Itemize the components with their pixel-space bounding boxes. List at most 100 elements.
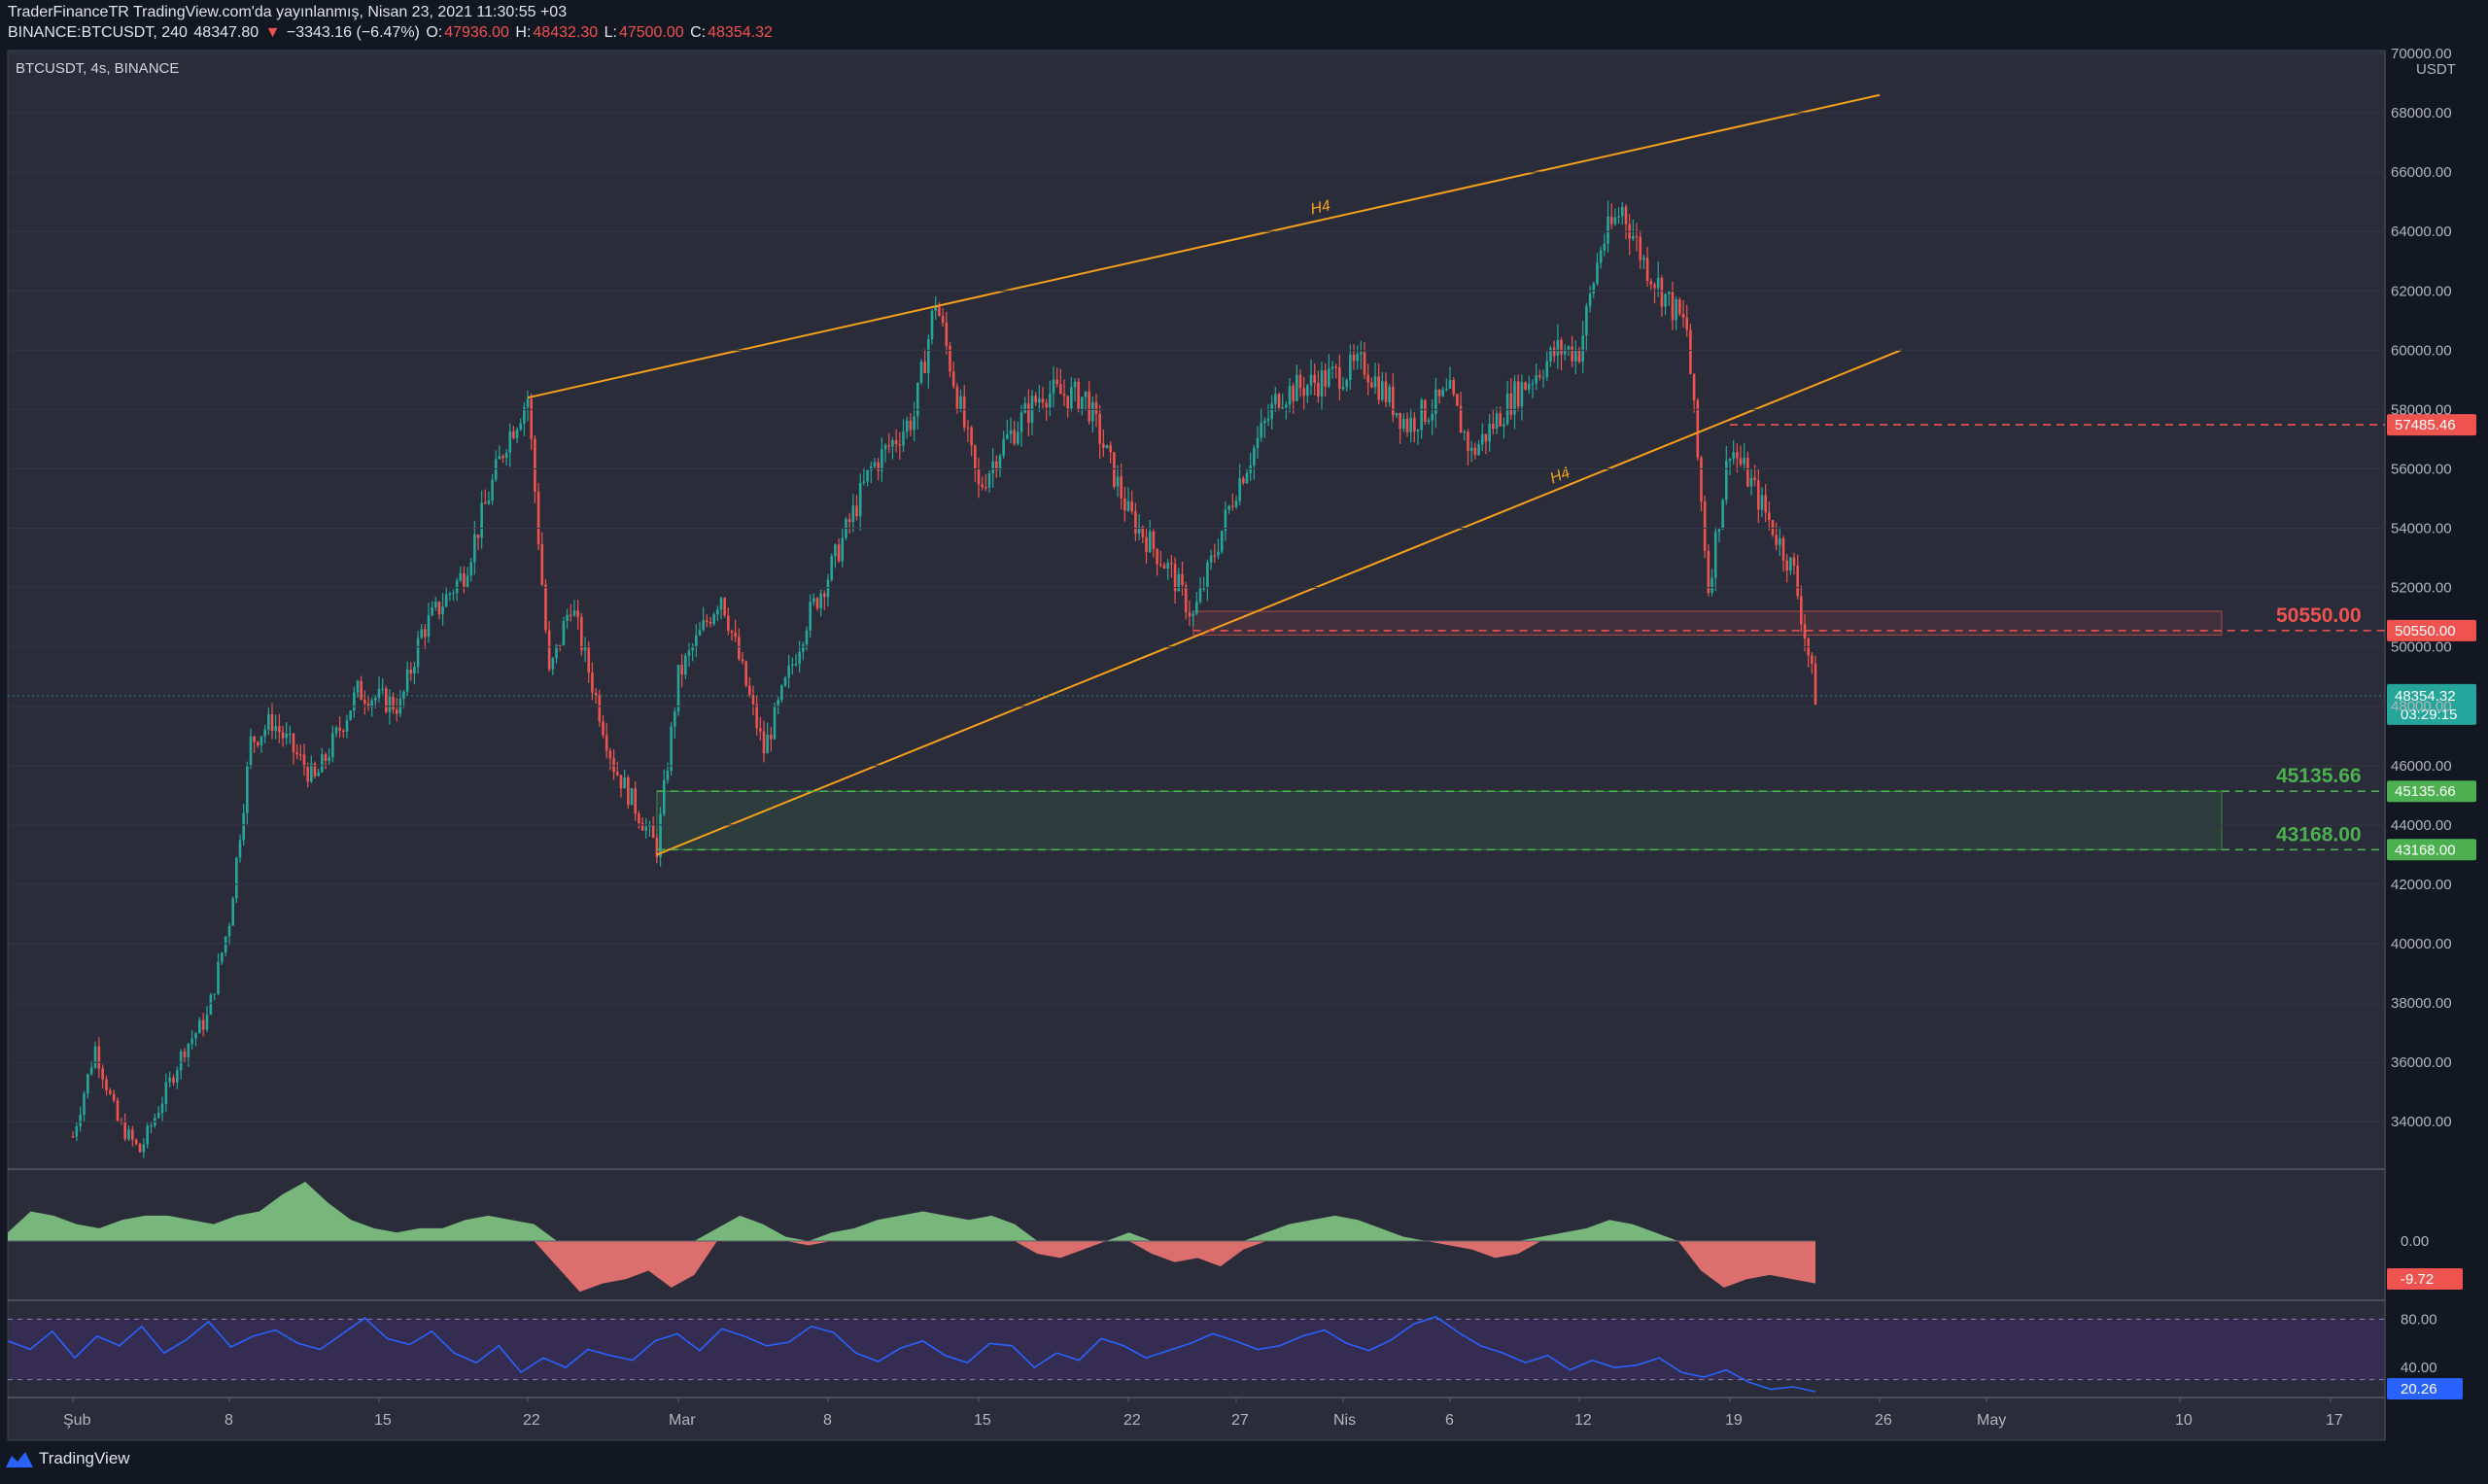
candle-body — [536, 491, 540, 544]
y-tick-label: 42000.00 — [2391, 877, 2452, 893]
candle-body — [302, 754, 306, 768]
candle-body — [1743, 458, 1745, 465]
candle-body — [176, 1070, 179, 1083]
candle-body — [706, 620, 708, 623]
oscillator-tick: 0.00 — [2401, 1233, 2429, 1250]
candle-body — [1373, 376, 1377, 388]
candle-body — [602, 721, 605, 736]
candle-body — [270, 713, 274, 731]
candle-body — [274, 726, 277, 731]
date-tick-label: 6 — [1445, 1412, 1454, 1429]
candle-body — [1352, 354, 1356, 362]
candle-body — [1484, 433, 1488, 442]
candle-body — [837, 544, 841, 562]
candle-body — [670, 726, 673, 771]
date-tick-label: Şub — [63, 1412, 91, 1429]
candle-body — [1467, 431, 1469, 452]
candle-body — [1366, 374, 1369, 383]
candle-body — [1480, 433, 1484, 445]
candle-body — [1170, 563, 1173, 565]
candle-body — [909, 420, 913, 431]
price-chart[interactable]: H4 H4 57485.46 50550.00 50550.00 45135.66 4513… — [0, 47, 2488, 1445]
candle-body — [913, 416, 916, 431]
candle-body — [1516, 381, 1520, 407]
trendline — [656, 349, 1902, 856]
candle-body — [238, 840, 242, 858]
last-price-badge — [2387, 683, 2476, 725]
candle-body — [1667, 292, 1671, 294]
oscillator-positive-area — [8, 1182, 1815, 1241]
candle-body — [1721, 500, 1724, 530]
tradingview-logo[interactable]: TradingView — [6, 1449, 130, 1468]
candle-body — [987, 473, 991, 488]
candle-body — [619, 775, 623, 789]
candle-body — [941, 316, 945, 324]
candle-body — [1059, 384, 1062, 395]
candle-body — [1771, 520, 1775, 535]
candle-body — [1495, 413, 1499, 430]
candle-body — [381, 688, 384, 690]
candle-body — [292, 733, 295, 753]
candle-body — [179, 1052, 183, 1071]
level-label: 43168.00 — [2276, 823, 2362, 846]
tradingview-icon — [6, 1452, 33, 1467]
candle-body — [1753, 477, 1756, 481]
candle-body — [227, 925, 231, 937]
candle-body — [755, 704, 758, 729]
candle-body — [146, 1125, 149, 1145]
countdown-text: 03:29:15 — [2401, 707, 2457, 723]
candle-body — [587, 645, 591, 673]
candle-body — [338, 727, 341, 731]
candle-body — [894, 439, 898, 444]
candle-body — [1664, 293, 1667, 307]
y-tick-label: 36000.00 — [2391, 1054, 2452, 1071]
candle-body — [1017, 431, 1019, 444]
candle-body — [1006, 433, 1009, 439]
last-price: 48347.80 — [193, 24, 259, 41]
candle-body — [540, 543, 544, 585]
candle-body — [1488, 423, 1491, 442]
candle-body — [1596, 262, 1599, 284]
candle-body — [1749, 477, 1753, 487]
candle-body — [812, 598, 815, 603]
candle-body — [1477, 444, 1480, 456]
candle-body — [1577, 349, 1581, 362]
candle-body — [508, 431, 512, 453]
candle-body — [591, 673, 594, 693]
y-tick-label: 44000.00 — [2391, 817, 2452, 834]
y-tick-label: 48000.00 — [2391, 699, 2452, 715]
candle-body — [405, 669, 409, 692]
candle-body — [759, 728, 762, 732]
candle-body — [981, 484, 984, 488]
currency-label: USDT — [2416, 61, 2456, 78]
candle-body — [263, 729, 266, 737]
candle-body — [1441, 390, 1444, 397]
candle-body — [512, 431, 515, 438]
candle-body — [1392, 386, 1395, 416]
candle-body — [1556, 339, 1560, 357]
candle-body — [1416, 430, 1420, 431]
candle-body — [1413, 417, 1416, 431]
candle-body — [402, 691, 405, 700]
candle-body — [1320, 370, 1324, 397]
y-tick-label: 60000.00 — [2391, 342, 2452, 359]
candle-body — [491, 479, 494, 500]
candle-body — [719, 598, 723, 610]
candle-body — [1800, 596, 1803, 625]
candle-body — [1377, 376, 1380, 400]
candle-body — [551, 658, 555, 670]
candle-body — [469, 562, 473, 576]
rsi-tick: 40.00 — [2401, 1360, 2437, 1376]
candle-body — [841, 537, 845, 562]
candle-body — [498, 456, 501, 460]
candle-body — [1041, 398, 1045, 403]
candle-body — [1696, 399, 1700, 458]
candle-body — [1675, 298, 1677, 321]
candle-body — [1588, 293, 1592, 307]
candle-body — [459, 572, 463, 581]
candle-body — [1088, 391, 1090, 422]
candle-body — [317, 772, 320, 777]
candle-body — [1402, 419, 1405, 430]
candle-body — [869, 466, 873, 470]
candle-body — [75, 1125, 79, 1137]
